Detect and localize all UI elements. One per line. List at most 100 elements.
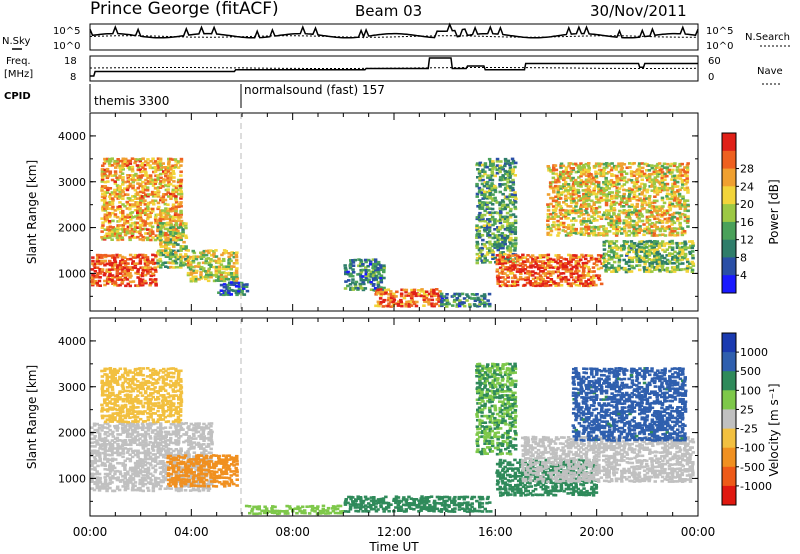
scatter-cell (591, 219, 596, 222)
scatter-cell (123, 215, 128, 219)
scatter-cell (513, 205, 517, 209)
scatter-cell (675, 264, 680, 268)
scatter-cell (498, 203, 502, 207)
scatter-cell (597, 257, 602, 261)
scatter-cell (495, 168, 499, 172)
scatter-cell (592, 257, 596, 261)
scatter-cell (98, 457, 102, 461)
scatter-cell (372, 272, 376, 276)
scatter-cell (667, 242, 672, 246)
scatter-cell (163, 426, 168, 429)
scatter-cell (93, 274, 97, 278)
scatter-cell (113, 451, 117, 455)
scatter-cell (164, 466, 169, 470)
scatter-cell (551, 180, 555, 184)
scatter-cell (161, 245, 166, 248)
scatter-cell (159, 209, 163, 212)
scatter-cell (134, 424, 138, 427)
scatter-cell (407, 305, 411, 308)
scatter-cell (487, 223, 492, 227)
scatter-cell (511, 162, 515, 165)
scatter-cell (194, 431, 198, 434)
scatter-cell (111, 464, 115, 468)
scatter-cell (559, 170, 563, 174)
scatter-cell (176, 249, 181, 253)
scatter-cell (95, 253, 100, 257)
scatter-cell (564, 278, 568, 281)
scatter-cell (675, 246, 680, 249)
scatter-cell (658, 205, 662, 208)
scatter-cell (587, 234, 591, 237)
scatter-cell (573, 190, 578, 194)
scatter-cell (564, 186, 568, 190)
scatter-cell (161, 217, 166, 221)
scatter-cell (354, 280, 359, 284)
scatter-cell (229, 281, 234, 284)
scatter-cell (681, 168, 685, 172)
scatter-cell (625, 166, 629, 169)
scatter-cell (146, 194, 150, 198)
scatter-cell (130, 167, 135, 171)
scatter-cell (189, 265, 194, 269)
scatter-cell (121, 176, 125, 179)
scatter-cell (506, 159, 511, 163)
scatter-cell (179, 238, 183, 241)
scatter-cell (174, 201, 179, 204)
scatter-cell (475, 258, 480, 262)
scatter-cell (615, 178, 619, 182)
scatter-cell (493, 190, 498, 194)
scatter-cell (592, 227, 597, 230)
scatter-cell (573, 178, 578, 182)
scatter-cell (665, 242, 669, 245)
scatter-cell (546, 219, 550, 222)
scatter-cell (184, 223, 188, 227)
scatter-cell (678, 250, 682, 253)
scatter-cell (533, 271, 538, 275)
scatter-cell (128, 229, 132, 233)
scatter-cell (181, 263, 185, 267)
scatter-cell (498, 271, 502, 275)
scatter-cell (162, 462, 166, 465)
scatter-cell (506, 197, 510, 201)
scatter-cell (650, 262, 655, 265)
scatter-cell (139, 460, 143, 463)
scatter-cell (98, 453, 102, 457)
scatter-cell (677, 192, 682, 196)
scatter-cell (172, 243, 176, 246)
scatter-cell (638, 211, 642, 215)
scatter-cell (498, 185, 502, 188)
scatter-cell (483, 170, 487, 174)
scatter-cell (166, 221, 170, 225)
scatter-cell (592, 213, 597, 217)
scatter-cell (483, 229, 487, 233)
scatter-cell (123, 472, 128, 475)
scatter-cell (129, 274, 133, 278)
scatter-cell (359, 268, 363, 272)
scatter-cell (612, 255, 617, 259)
scatter-cell (498, 260, 503, 263)
scatter-cell (181, 466, 185, 470)
scatter-cell (159, 462, 164, 465)
scatter-cell (113, 159, 117, 163)
nsearch-tick-bottom: 10^0 (706, 41, 733, 52)
scatter-cell (609, 219, 613, 222)
scatter-cell (369, 272, 374, 276)
scatter-cell (637, 220, 642, 223)
scatter-cell (154, 254, 158, 257)
scatter-cell (488, 193, 492, 196)
scatter-cell (95, 470, 99, 473)
scatter-cell (685, 164, 690, 167)
scatter-cell (149, 472, 153, 476)
scatter-cell (110, 432, 115, 436)
scatter-cell (168, 157, 173, 161)
scatter-cell (135, 422, 140, 426)
scatter-cell (554, 168, 559, 172)
scatter-cell (167, 223, 171, 227)
scatter-cell (100, 226, 105, 229)
scatter-cell (645, 188, 650, 192)
scatter-cell (159, 443, 163, 447)
scatter-cell (382, 270, 386, 274)
scatter-cell (633, 207, 637, 211)
scatter-cell (196, 255, 200, 259)
freq-strip: Freq. [MHz] 18 8 60 0 Nave (4, 55, 783, 85)
